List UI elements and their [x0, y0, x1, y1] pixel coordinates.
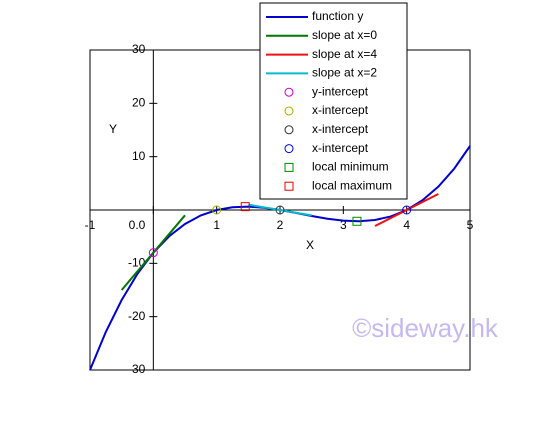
legend-swatch [284, 106, 294, 116]
y-tick-label: 10 [132, 149, 146, 163]
x-tick-label: 5 [467, 218, 474, 232]
x-tick-label: 0.0 [129, 218, 146, 232]
legend-label: x-intercept [312, 103, 369, 117]
legend-swatch [284, 144, 294, 154]
x-tick-label: 3 [340, 218, 347, 232]
legend: function y slope at x=0 slope at x=4 slope … [259, 2, 408, 200]
legend-label: local minimum [312, 160, 389, 174]
legend-swatch [284, 181, 294, 191]
legend-label: x-intercept [312, 141, 369, 155]
marker-circle [402, 205, 412, 215]
legend-label: y-intercept [312, 84, 369, 98]
y-tick-label: -30 [128, 362, 146, 376]
x-tick-label: 2 [277, 218, 284, 232]
legend-label: function y [312, 9, 363, 23]
y-tick-label: 30 [132, 42, 146, 56]
series-line [120, 214, 186, 291]
x-axis-label: X [306, 238, 314, 252]
series-line [248, 203, 312, 217]
marker-square [240, 202, 250, 212]
legend-label: local maximum [312, 178, 392, 192]
x-tick-label: -1 [85, 218, 96, 232]
y-tick-label: -20 [128, 309, 146, 323]
marker-square [352, 216, 362, 226]
marker-circle [148, 248, 158, 258]
legend-swatch [284, 125, 294, 135]
marker-circle [275, 205, 285, 215]
y-axis-label: Y [109, 122, 117, 136]
x-tick-label: 1 [213, 218, 220, 232]
legend-label: slope at x=4 [312, 47, 377, 61]
watermark: ©sideway.hk [352, 313, 499, 343]
x-tick-label: 4 [403, 218, 410, 232]
legend-swatch [284, 162, 294, 172]
legend-label: x-intercept [312, 122, 369, 136]
y-tick-label: 20 [132, 96, 146, 110]
marker-circle [212, 205, 222, 215]
legend-swatch [284, 87, 294, 97]
legend-label: slope at x=2 [312, 66, 377, 80]
legend-label: slope at x=0 [312, 28, 377, 42]
series-line [374, 193, 439, 227]
